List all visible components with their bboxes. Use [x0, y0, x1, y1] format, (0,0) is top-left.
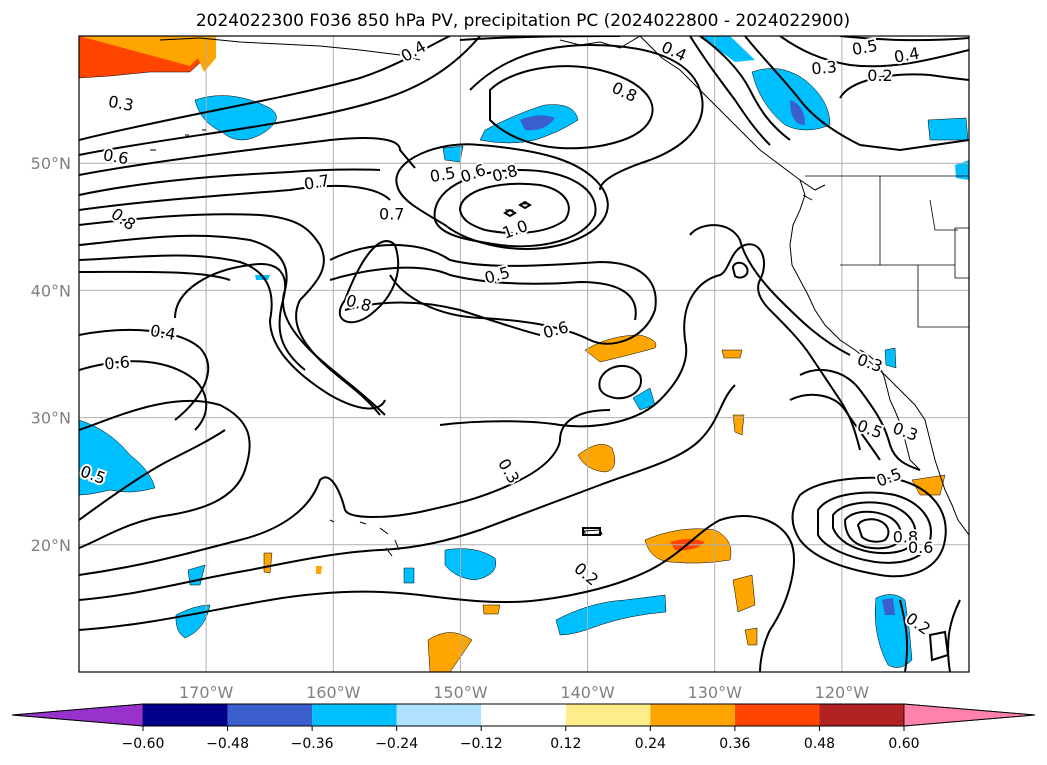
colorbar-tick-label: −0.12 [460, 736, 503, 752]
colorbar-segment [819, 704, 904, 726]
y-tick-label: 20°N [31, 536, 71, 555]
precip-negative-area [555, 594, 667, 636]
precip-positive-area [584, 334, 657, 363]
precipitation-anomaly-shading [79, 36, 969, 672]
y-tick-label: 40°N [31, 281, 71, 300]
x-tick-label: 160°W [306, 683, 361, 702]
colorbar-extend-min [11, 703, 144, 727]
precip-negative-area [444, 548, 497, 581]
precip-positive-area [744, 627, 758, 646]
x-tick-label: 140°W [560, 683, 615, 702]
precip-negative-area [700, 36, 755, 62]
x-tick-label: 170°W [179, 683, 234, 702]
precip-positive-area [427, 632, 473, 672]
y-tick-label: 50°N [31, 154, 71, 173]
precip-negative-area [927, 117, 969, 141]
x-tick-label: 130°W [688, 683, 743, 702]
x-axis-tick-labels: 170°W 160°W 150°W 140°W 130°W 120°W [179, 683, 869, 702]
colorbar-tick-label: 0.48 [804, 736, 835, 752]
precip-negative-area [884, 347, 897, 369]
colorbar-segment [734, 704, 820, 726]
precip-negative-area [520, 115, 555, 131]
political-borders [805, 175, 969, 328]
colorbar-tick-label: 0.24 [635, 736, 666, 752]
colorbar-tick-label: 0.60 [888, 736, 919, 752]
y-tick-label: 30°N [31, 409, 71, 428]
precip-positive-area [721, 349, 743, 359]
pv-contour-label: 0.3 [107, 92, 135, 115]
colorbar-segment [143, 704, 228, 726]
coastlines [150, 36, 969, 557]
pv-contour-label: 0.7 [379, 205, 404, 224]
colorbar-tick-label: −0.24 [375, 736, 418, 752]
x-tick-label: 150°W [433, 683, 488, 702]
precip-negative-area [79, 419, 156, 496]
chart-title: 2024022300 F036 850 hPa PV, precipitatio… [196, 11, 850, 31]
colorbar: −0.60 −0.48 −0.36 −0.24 −0.12 0.12 0.24 0.36 0.4… [11, 703, 1036, 752]
precip-negative-area [751, 68, 831, 131]
colorbar-extend-max [903, 703, 1036, 727]
colorbar-segment [227, 704, 313, 726]
pv-contour-label: 0.6 [908, 538, 933, 557]
precip-positive-area [732, 574, 756, 613]
precip-negative-area [955, 160, 969, 180]
pv-contour-label: 0.2 [867, 66, 892, 85]
colorbar-segment [650, 704, 735, 726]
precip-positive-area [482, 604, 501, 615]
precip-positive-area [263, 552, 273, 574]
colorbar-tick-label: 0.36 [719, 736, 750, 752]
map-area: 0.4 0.4 0.5 0.40.3 0.20.80.30.60.7 0.5 0.6 0.80… [79, 36, 969, 672]
precip-positive-area [79, 36, 216, 72]
precip-negative-area [403, 567, 415, 584]
map-frame [78, 35, 970, 673]
pv-contour-label: 0.6 [104, 352, 131, 373]
precip-negative-area [790, 100, 805, 125]
pv-contour-label: 0.8 [893, 528, 918, 547]
precip-positive-area [316, 566, 322, 574]
pv-contour-label: 0.3 [811, 57, 838, 78]
colorbar-segment [481, 704, 566, 726]
colorbar-segment [312, 704, 397, 726]
colorbar-tick-label: −0.48 [206, 736, 249, 752]
colorbar-tick-label: −0.60 [122, 736, 165, 752]
precip-negative-area [194, 95, 277, 141]
colorbar-segment [565, 704, 651, 726]
precip-positive-area [732, 414, 745, 436]
colorbar-segment [396, 704, 482, 726]
x-tick-label: 120°W [815, 683, 870, 702]
pv-contours [79, 36, 969, 672]
y-axis-tick-labels: 20°N 30°N 40°N 50°N [31, 154, 71, 555]
precip-positive-area [911, 474, 946, 496]
colorbar-tick-label: 0.12 [550, 736, 581, 752]
colorbar-tick-label: −0.36 [291, 736, 334, 752]
precip-negative-area [882, 598, 895, 615]
